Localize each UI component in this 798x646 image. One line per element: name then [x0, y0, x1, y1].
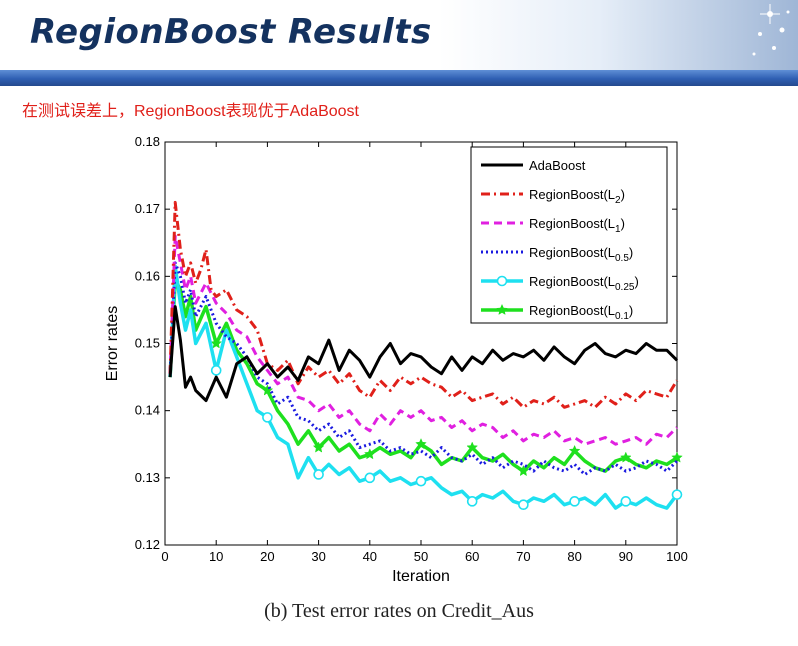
y-axis-label: Error rates	[104, 306, 121, 382]
series-1	[168, 200, 679, 409]
series-line	[168, 200, 679, 409]
x-tick-label: 90	[619, 549, 633, 564]
series-line	[168, 234, 679, 446]
y-tick-label: 0.13	[135, 470, 160, 485]
legend-box	[470, 146, 668, 324]
legend-label-close: )	[629, 303, 633, 318]
series-2	[168, 234, 679, 446]
series-marker	[415, 438, 427, 450]
legend-label: RegionBoost(L0.1)	[529, 303, 633, 322]
legend-label-text: AdaBoost	[529, 158, 586, 173]
series-marker	[569, 496, 580, 507]
x-tick-label: 0	[161, 549, 168, 564]
legend-marker	[496, 303, 508, 315]
legend-label-subscript: 1	[615, 224, 621, 235]
legend-label: RegionBoost(L0.25)	[529, 274, 639, 293]
series-marker	[415, 475, 427, 487]
figure-caption: (b) Test error rates on Credit_Aus	[264, 600, 534, 622]
legend-label-close: )	[621, 187, 625, 202]
series-0	[168, 305, 679, 403]
series-marker	[262, 412, 273, 423]
x-tick-label: 40	[363, 549, 377, 564]
y-tick-label: 0.15	[135, 336, 160, 351]
series-marker	[568, 444, 581, 456]
legend-label-text: RegionBoost(L	[529, 274, 615, 289]
series-marker	[210, 337, 223, 349]
legend-label: RegionBoost(L2)	[529, 187, 625, 206]
series-marker	[619, 451, 632, 463]
error-rate-chart: 0 10 20 30 40 50 60 70 80 90 1000.120.130.140.150.…	[104, 134, 688, 585]
legend-label-subscript: 2	[615, 195, 621, 206]
y-tick-label: 0.14	[135, 403, 160, 418]
series-marker	[364, 472, 376, 484]
legend-label-text: RegionBoost(L	[529, 216, 615, 231]
slide-subtitle: 在测试误差上，RegionBoost表现优于AdaBoost	[22, 103, 360, 120]
x-tick-label: 10	[209, 549, 223, 564]
y-tick-label: 0.16	[135, 268, 160, 283]
legend-label-close: )	[634, 274, 638, 289]
series-marker	[466, 441, 479, 453]
series-3	[168, 261, 679, 476]
sparkle-decoration	[752, 4, 790, 56]
x-tick-label: 70	[516, 549, 530, 564]
y-tick-label: 0.12	[135, 537, 160, 552]
x-tick-label: 50	[414, 549, 428, 564]
x-tick-label: 100	[666, 549, 688, 564]
legend-label-text: RegionBoost(L	[529, 245, 615, 260]
series-marker	[517, 464, 530, 477]
legend-label-text: RegionBoost(L	[529, 187, 615, 202]
x-tick-label: 80	[567, 549, 581, 564]
series-marker	[210, 365, 222, 376]
series-marker	[363, 448, 376, 460]
series-marker	[671, 489, 683, 500]
legend-label-close: )	[621, 216, 625, 231]
title-bar	[0, 70, 798, 86]
series-marker	[313, 469, 324, 480]
title-background	[0, 0, 798, 72]
legend-label-close: )	[629, 245, 633, 260]
series-marker	[671, 451, 683, 463]
series-line	[168, 261, 679, 476]
legend-label: RegionBoost(L1)	[529, 216, 625, 235]
legend-marker	[496, 275, 508, 287]
series-line	[168, 305, 679, 403]
series-4	[168, 264, 683, 511]
x-tick-label: 60	[465, 549, 479, 564]
series-marker	[518, 499, 529, 511]
series-line	[168, 264, 679, 510]
x-tick-label: 30	[311, 549, 325, 564]
legend-label-subscript: 0.1	[615, 311, 629, 322]
legend-label-subscript: 0.25	[615, 282, 635, 293]
legend-label: RegionBoost(L0.5)	[529, 245, 633, 264]
series-marker	[466, 496, 478, 507]
x-tick-label: 20	[260, 549, 274, 564]
series-marker	[620, 496, 632, 507]
y-tick-label: 0.17	[135, 201, 160, 216]
y-tick-label: 0.18	[135, 134, 160, 149]
legend-label: AdaBoost	[529, 158, 586, 173]
x-axis-label: Iteration	[392, 568, 450, 585]
slide-title: RegionBoost Results	[30, 12, 432, 52]
series-marker	[261, 384, 274, 396]
series-marker	[312, 441, 325, 453]
legend-label-text: RegionBoost(L	[529, 303, 615, 318]
legend-label-subscript: 0.5	[615, 253, 629, 264]
